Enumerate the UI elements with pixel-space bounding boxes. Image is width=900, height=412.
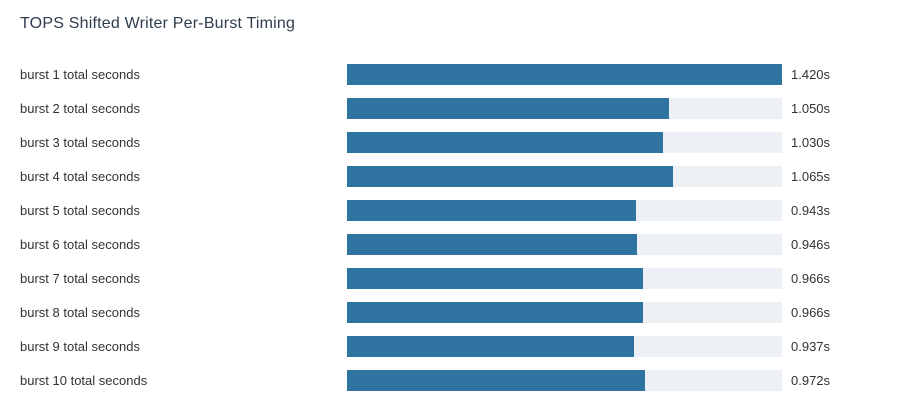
bar-row: burst 7 total seconds 0.966s <box>0 261 900 295</box>
bar-fill <box>347 165 674 187</box>
value-label: 0.972s <box>791 372 831 388</box>
bar-track <box>347 301 782 323</box>
category-label: burst 5 total seconds <box>20 202 140 218</box>
bar-track <box>347 267 782 289</box>
bar-fill <box>347 97 669 119</box>
category-label: burst 8 total seconds <box>20 304 140 320</box>
category-label: burst 1 total seconds <box>20 66 140 82</box>
bar-track <box>347 63 782 85</box>
bar-row: burst 2 total seconds 1.050s <box>0 91 900 125</box>
category-label: burst 3 total seconds <box>20 134 140 150</box>
value-label: 1.065s <box>791 168 831 184</box>
bar-fill <box>347 63 782 85</box>
bar-track <box>347 335 782 357</box>
bar-fill <box>347 131 663 153</box>
bar-fill <box>347 301 643 323</box>
category-label: burst 4 total seconds <box>20 168 140 184</box>
bar-fill <box>347 335 635 357</box>
bar-track <box>347 131 782 153</box>
bar-row: burst 6 total seconds 0.946s <box>0 227 900 261</box>
value-label: 0.943s <box>791 202 831 218</box>
bar-fill <box>347 199 636 221</box>
bar-row: burst 8 total seconds 0.966s <box>0 295 900 329</box>
bar-track <box>347 233 782 255</box>
bar-fill <box>347 369 645 391</box>
bar-fill <box>347 267 643 289</box>
bar-track <box>347 199 782 221</box>
value-label: 0.966s <box>791 304 831 320</box>
category-label: burst 6 total seconds <box>20 236 140 252</box>
value-label: 0.966s <box>791 270 831 286</box>
bar-row: burst 1 total seconds 1.420s <box>0 57 900 91</box>
value-label: 0.946s <box>791 236 831 252</box>
chart-title: TOPS Shifted Writer Per-Burst Timing <box>20 15 296 32</box>
bar-track <box>347 165 782 187</box>
bar-row: burst 3 total seconds 1.030s <box>0 125 900 159</box>
value-label: 1.420s <box>791 66 831 82</box>
bar-track <box>347 97 782 119</box>
value-label: 1.030s <box>791 134 831 150</box>
value-label: 0.937s <box>791 338 831 354</box>
category-label: burst 9 total seconds <box>20 338 140 354</box>
bar-rows: burst 1 total seconds 1.420s burst 2 total… <box>0 57 900 397</box>
bar-row: burst 4 total seconds 1.065s <box>0 159 900 193</box>
bar-fill <box>347 233 637 255</box>
value-label: 1.050s <box>791 100 831 116</box>
bar-row: burst 9 total seconds 0.937s <box>0 329 900 363</box>
bar-row: burst 10 total seconds 0.972s <box>0 363 900 397</box>
bar-row: burst 5 total seconds 0.943s <box>0 193 900 227</box>
category-label: burst 2 total seconds <box>20 100 140 116</box>
category-label: burst 7 total seconds <box>20 270 140 286</box>
category-label: burst 10 total seconds <box>20 372 148 388</box>
bar-track <box>347 369 782 391</box>
